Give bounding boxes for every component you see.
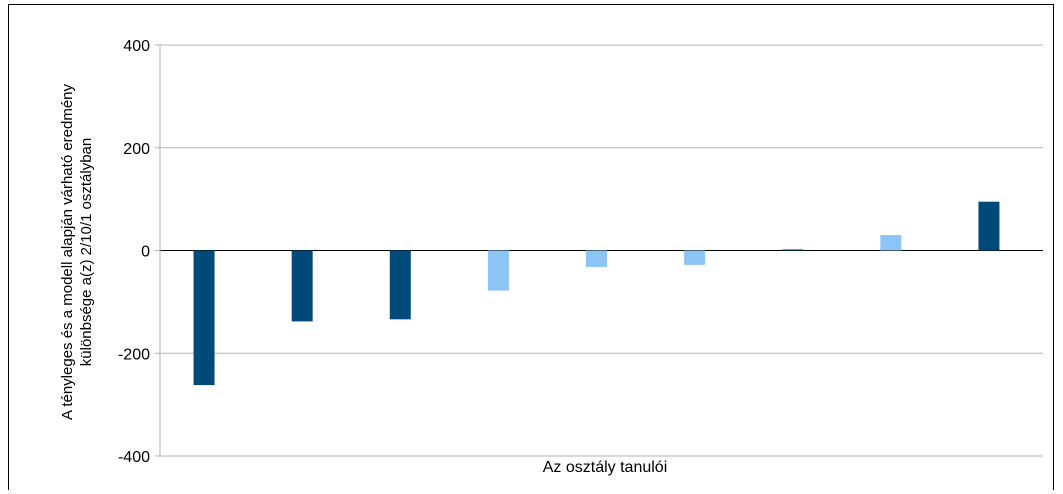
bars [193,201,1000,386]
y-tick-label: -200 [118,346,150,363]
bar [684,250,706,265]
chart-frame [8,4,1054,490]
bar [193,250,215,386]
y-tick-label: 0 [141,244,150,261]
bar [291,250,313,322]
y-tick-labels: 400 200 0 -200 -400 [118,38,150,466]
bar [586,250,607,267]
y-tick-label: 400 [123,38,150,55]
bar [880,235,902,251]
bar [782,249,804,251]
y-tick-label: 200 [123,141,150,158]
y-axis-label-line-2: különbsége a(z) 2/10/1 osztályban [78,138,95,366]
bar [389,250,411,320]
y-tick-label: -400 [118,449,150,466]
bar [487,250,509,291]
y-axis-label-line-1: A tényleges és a modell alapján várható … [59,83,76,420]
x-axis-label: Az osztály tanulói [543,459,668,476]
y-axis-label: A tényleges és a modell alapján várható … [59,83,95,420]
bar [978,201,1000,251]
